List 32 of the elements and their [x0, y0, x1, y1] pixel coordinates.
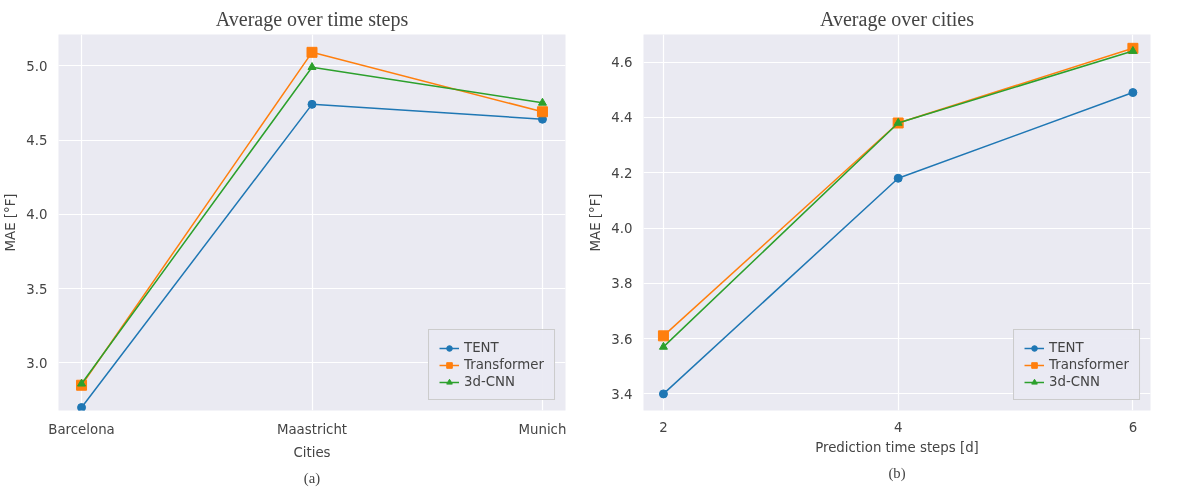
y-tick-label: 4.6 [611, 55, 633, 71]
legend-label: Transformer [464, 357, 544, 372]
y-tick-label: 5.0 [26, 58, 48, 74]
y-tick-label: 4.5 [26, 133, 48, 149]
y-tick-label: 4.0 [611, 221, 633, 237]
chart-title: Average over cities [820, 7, 975, 31]
legend-label: 3d-CNN [1049, 374, 1101, 389]
x-tick-label: Maastricht [276, 421, 348, 437]
y-axis-title: MAE [°F] [588, 193, 604, 252]
y-tick-label: 3.0 [26, 355, 48, 371]
x-axis-title: Prediction time steps [d] [815, 439, 979, 455]
legend-label: Transformer [1049, 357, 1129, 372]
y-tick-label: 4.2 [611, 165, 633, 181]
y-tick-label: 4.0 [26, 207, 48, 223]
legend-label: 3d-CNN [464, 374, 516, 389]
x-tick-label: 2 [659, 419, 668, 435]
x-axis-title: Cities [293, 444, 331, 460]
chart-title: Average over time steps [215, 7, 409, 31]
legend-label: TENT [464, 340, 499, 355]
text: (a) [303, 469, 321, 487]
y-tick-label: 3.5 [26, 281, 48, 297]
x-tick-label: 4 [893, 419, 903, 435]
x-tick-label: 6 [1128, 419, 1138, 435]
y-tick-label: 3.8 [611, 276, 633, 292]
y-tick-label: 3.6 [611, 331, 633, 347]
text: (b) [888, 464, 906, 482]
x-tick-label: Munich [518, 421, 567, 437]
y-tick-label: 4.4 [611, 110, 633, 126]
y-tick-label: 3.4 [611, 386, 633, 402]
y-axis-title: MAE [°F] [3, 193, 19, 252]
legend-label: TENT [1049, 340, 1084, 355]
x-tick-label: Barcelona [48, 421, 115, 437]
